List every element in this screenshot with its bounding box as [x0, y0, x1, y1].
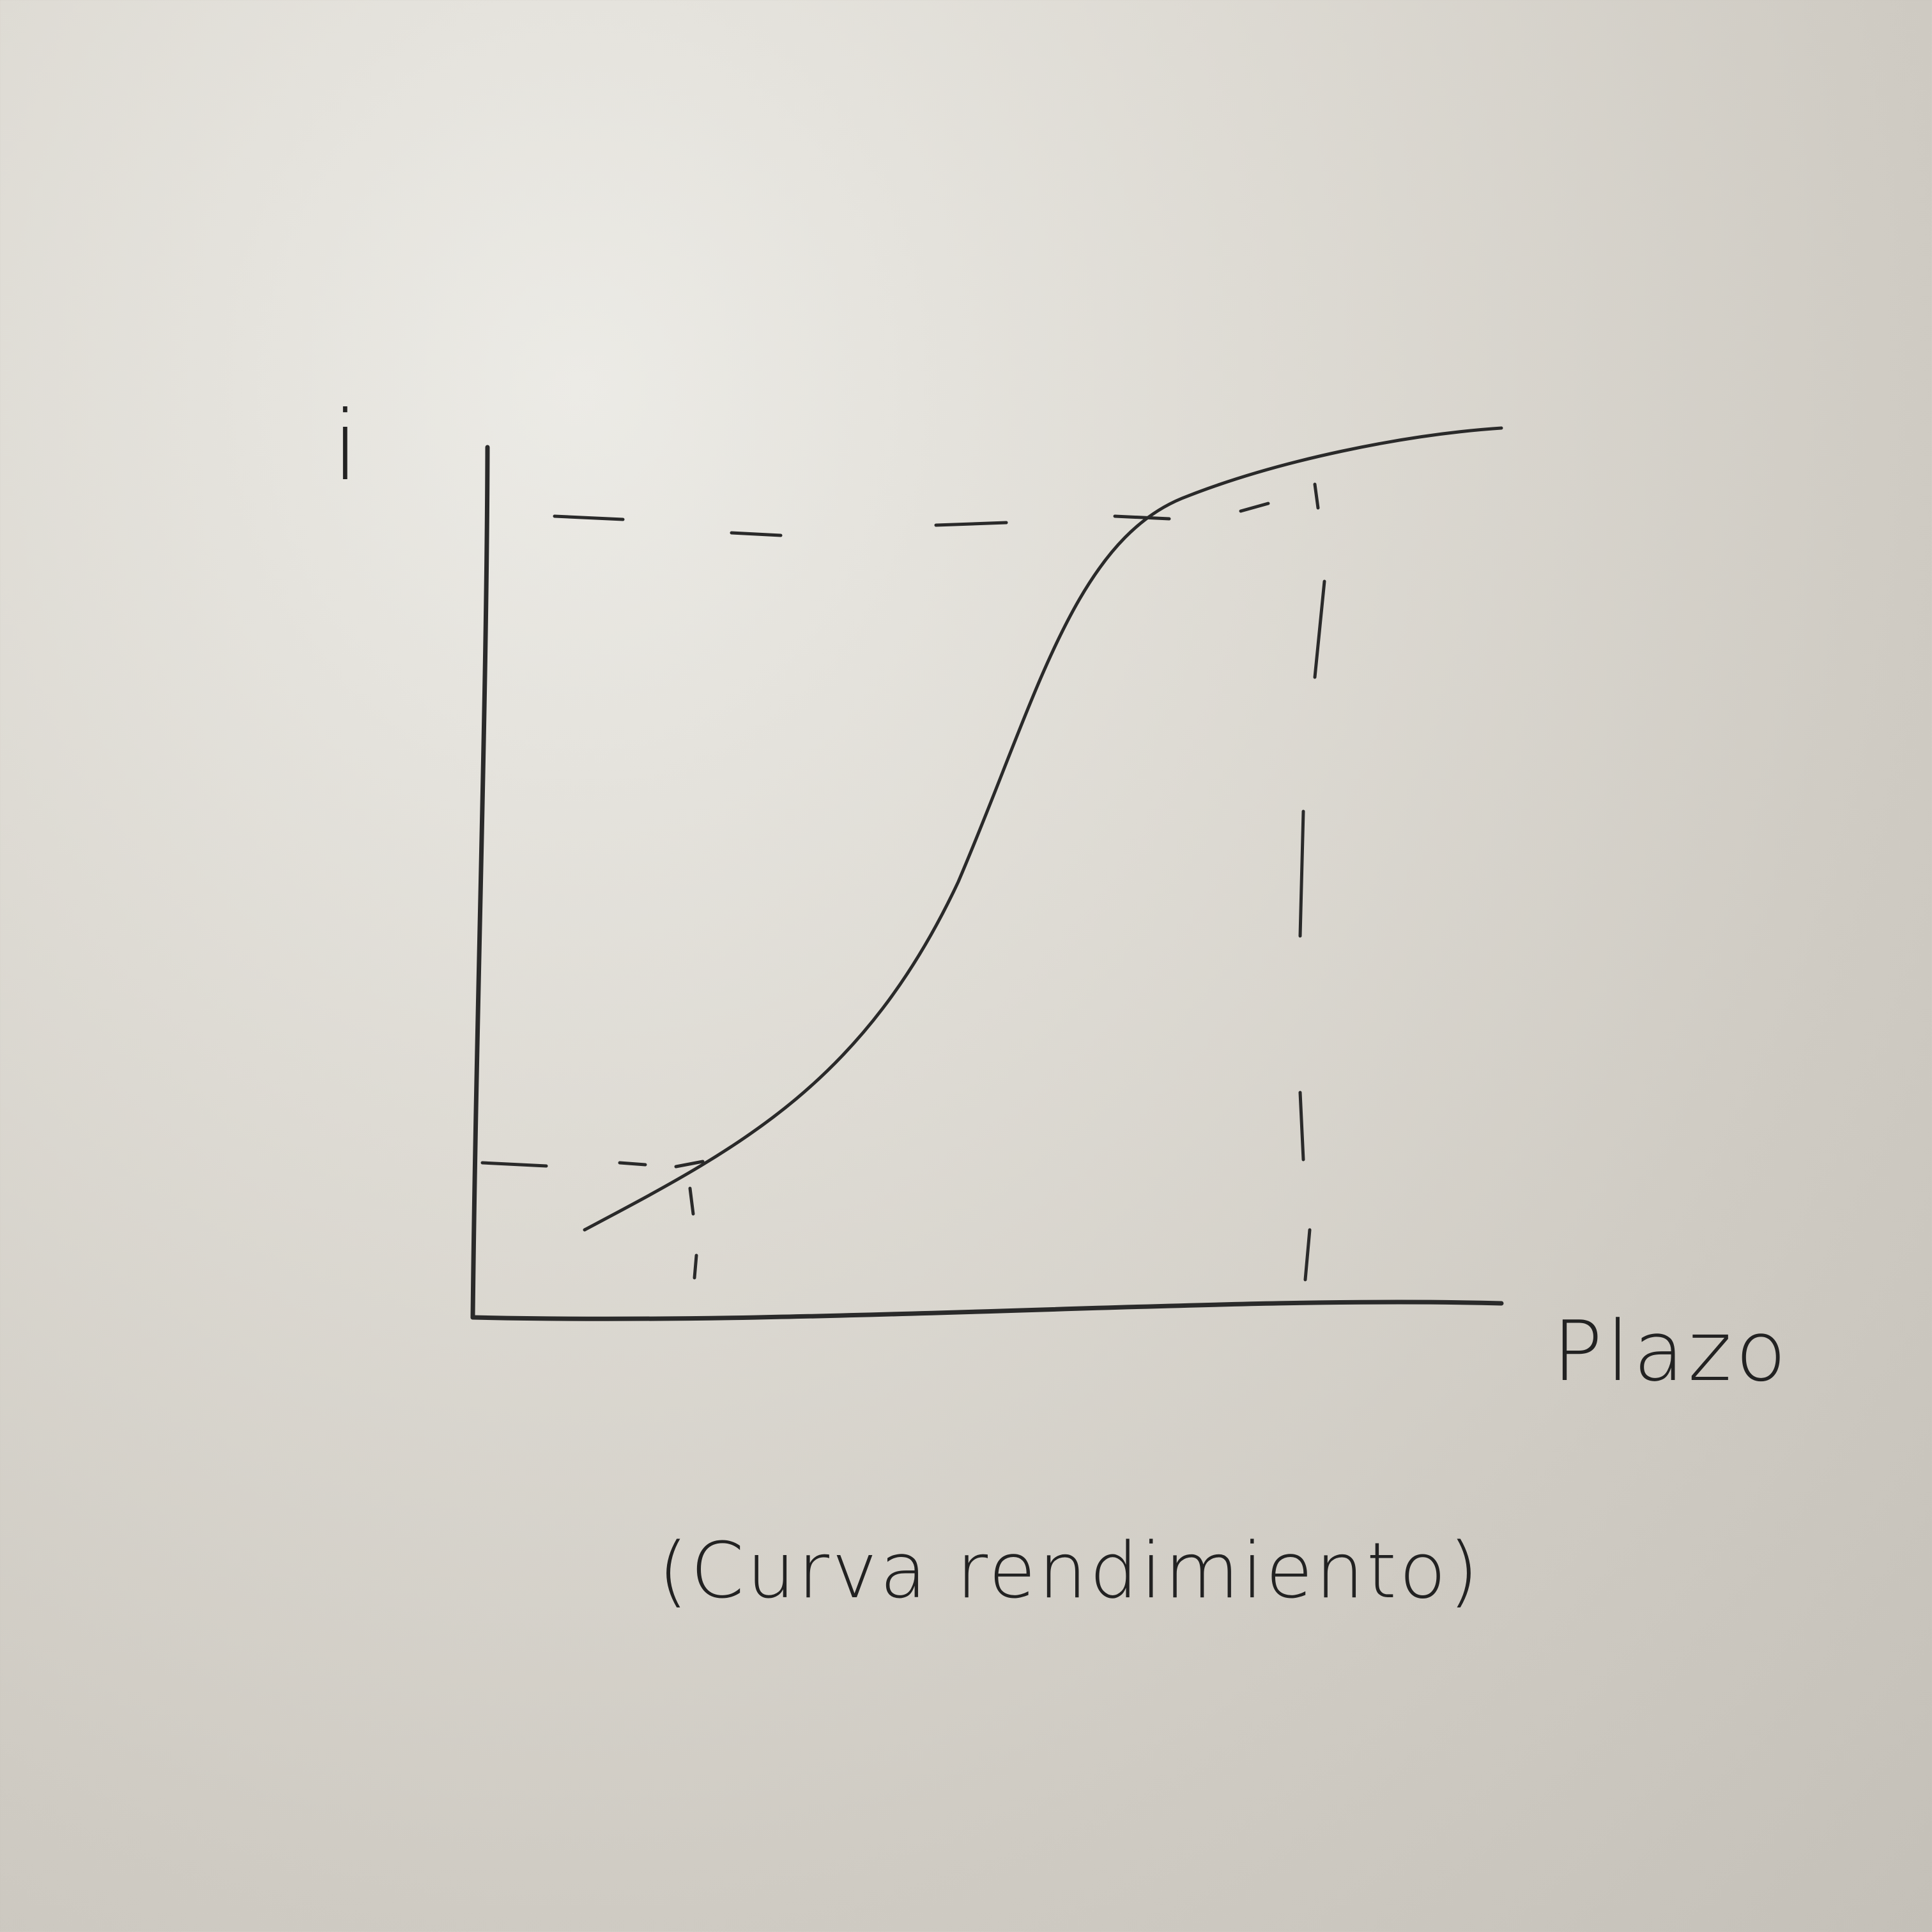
upper-horizontal-guide: [553, 502, 1270, 537]
left-vertical-guide: [688, 1186, 698, 1280]
diagram-caption: (Curva rendimiento): [658, 1527, 1481, 1616]
yield-curve: [583, 426, 1503, 1232]
y-axis-line: [470, 445, 490, 1320]
right-vertical-guide: [1298, 482, 1326, 1282]
x-axis-label: Plazo: [1552, 1303, 1790, 1400]
lower-horizontal-guide: [480, 1160, 705, 1169]
x-axis-line: [470, 1300, 1504, 1321]
y-axis-label: i: [332, 391, 359, 502]
